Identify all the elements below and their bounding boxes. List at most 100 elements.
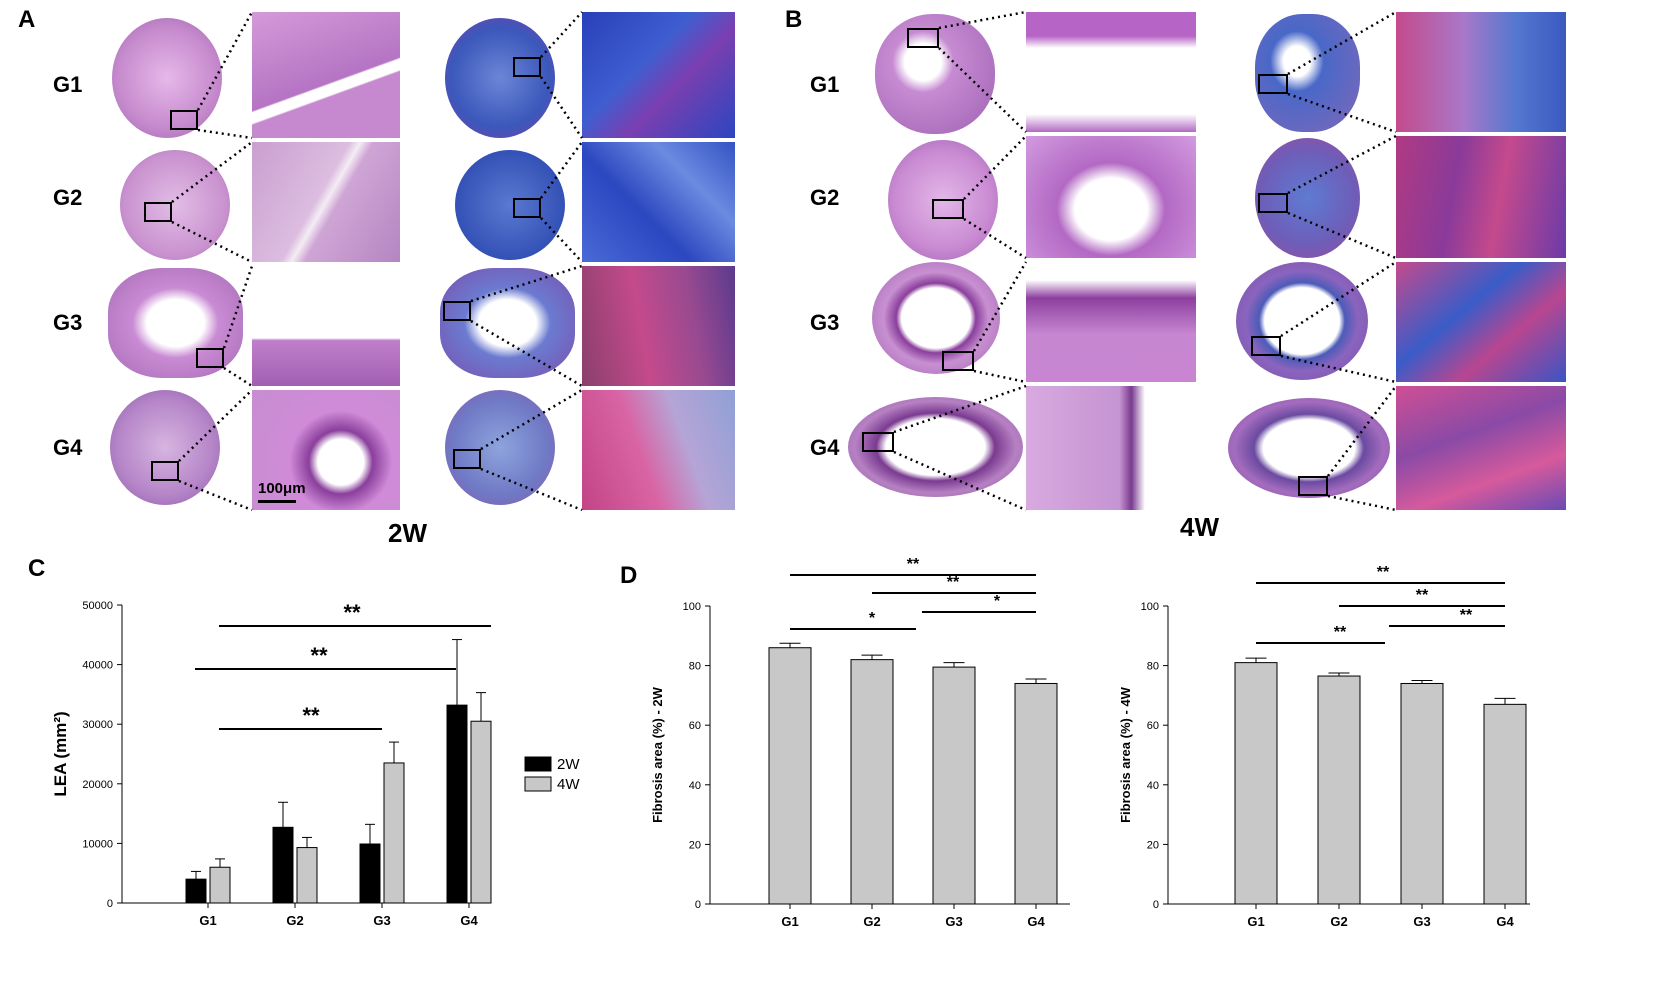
significance-label: ** (1460, 607, 1473, 624)
x-tick-label: G2 (863, 914, 880, 929)
he-section-4w-g4 (848, 397, 1023, 497)
panel-letter-c: C (28, 555, 46, 582)
row-label-g2: G2 (810, 185, 840, 210)
bar (768, 647, 812, 905)
he-zoom-2w-g4 (252, 390, 400, 510)
mt-section-2w-g4 (445, 390, 555, 505)
significance-label: ** (947, 574, 960, 591)
panel-letter-d: D (620, 562, 638, 589)
he-zoom-2w-g3 (252, 266, 400, 386)
x-tick-label: G1 (781, 914, 798, 929)
bar (359, 843, 381, 904)
zoom-box (942, 351, 974, 371)
row-label-g4: G4 (53, 435, 83, 460)
y-axis-label: Fibrosis area (%) - 4W (1118, 686, 1133, 823)
row-label-g2: G2 (53, 185, 83, 210)
y-tick-label: 20 (689, 839, 701, 851)
significance-label: ** (907, 556, 920, 573)
mt-section-2w-g3 (440, 268, 575, 378)
x-tick-label: G4 (1027, 914, 1045, 929)
week-label-2w: 2W (388, 518, 427, 548)
row-label-g4: G4 (810, 435, 840, 460)
mt-section-4w-g3 (1236, 262, 1368, 380)
legend-label: 4W (557, 776, 580, 793)
significance-label: ** (343, 600, 361, 625)
zoom-box (453, 449, 481, 469)
fibrosis-4w-chart: 0 20 40 60 80 100 Fibrosis area (%) - 4W G1 G2 G3… (1118, 564, 1530, 929)
he-zoom-4w-g1 (1026, 12, 1196, 132)
he-zoom-2w-g2 (252, 142, 400, 262)
lea-chart: 0 10000 20000 30000 40000 50000 LEA (mm²) G1 G2 G… (51, 600, 580, 928)
significance-label: ** (302, 703, 320, 728)
y-tick-label: 30000 (82, 719, 113, 731)
bar (1234, 662, 1278, 905)
panel-letter-b: B (785, 6, 803, 33)
mt-zoom-4w-g1 (1396, 12, 1566, 132)
zoom-box (443, 301, 471, 321)
significance-label: ** (1377, 564, 1390, 581)
mt-zoom-2w-g1 (582, 12, 735, 138)
zoom-box (907, 28, 939, 48)
he-zoom-4w-g2 (1026, 136, 1196, 258)
bar (383, 762, 405, 904)
he-section-2w-g3 (108, 268, 243, 378)
zoom-box (151, 461, 179, 481)
y-tick-label: 100 (683, 601, 701, 613)
x-tick-label: G4 (1496, 914, 1514, 929)
bar (1317, 675, 1361, 905)
zoom-box (513, 198, 541, 218)
x-tick-label: G4 (460, 913, 478, 928)
zoom-box (862, 432, 894, 452)
row-label-g3: G3 (53, 310, 83, 335)
y-tick-label: 80 (689, 661, 701, 673)
y-tick-label: 20000 (82, 779, 113, 791)
y-tick-label: 0 (1153, 899, 1159, 911)
significance-label: ** (310, 643, 328, 668)
he-section-4w-g3 (872, 262, 1000, 374)
y-axis-label: Fibrosis area (%) - 2W (650, 686, 665, 823)
y-tick-label: 20 (1147, 839, 1159, 851)
mt-section-4w-g4 (1228, 398, 1390, 498)
y-axis-label: LEA (mm²) (51, 711, 70, 796)
y-tick-label: 100 (1141, 601, 1159, 613)
mt-zoom-2w-g3 (582, 266, 735, 386)
bar (1400, 682, 1444, 905)
he-zoom-2w-g1 (252, 12, 400, 138)
y-tick-label: 50000 (82, 600, 113, 612)
he-zoom-4w-g4 (1026, 386, 1196, 510)
bar (932, 666, 976, 905)
x-tick-label: G3 (1413, 914, 1430, 929)
legend-label: 2W (557, 756, 580, 773)
y-tick-label: 10000 (82, 838, 113, 850)
mt-zoom-4w-g4 (1396, 386, 1566, 510)
mt-zoom-2w-g4 (582, 390, 735, 510)
bar (209, 866, 231, 904)
mt-zoom-4w-g2 (1396, 136, 1566, 258)
y-tick-label: 40000 (82, 660, 113, 672)
scale-bar (258, 500, 296, 503)
y-tick-label: 80 (1147, 661, 1159, 673)
bar (272, 826, 294, 904)
significance-label: ** (1334, 624, 1347, 641)
bar (850, 659, 894, 905)
he-section-2w-g1 (112, 18, 222, 138)
zoom-box (513, 57, 541, 77)
zoom-box (196, 348, 224, 368)
mt-section-2w-g1 (445, 18, 555, 138)
y-tick-label: 40 (689, 780, 701, 792)
zoom-box (1251, 336, 1281, 356)
he-zoom-4w-g3 (1026, 262, 1196, 382)
mt-zoom-2w-g2 (582, 142, 735, 262)
row-label-g3: G3 (810, 310, 840, 335)
legend-swatch (524, 756, 552, 772)
panel-letter-a: A (18, 6, 36, 33)
zoom-box (1258, 193, 1288, 213)
zoom-box (1258, 74, 1288, 94)
mt-section-2w-g2 (455, 150, 565, 260)
zoom-box (932, 199, 964, 219)
zoom-box (1298, 476, 1328, 496)
he-section-2w-g4 (110, 390, 220, 505)
bar (446, 704, 468, 904)
bar (470, 720, 492, 904)
